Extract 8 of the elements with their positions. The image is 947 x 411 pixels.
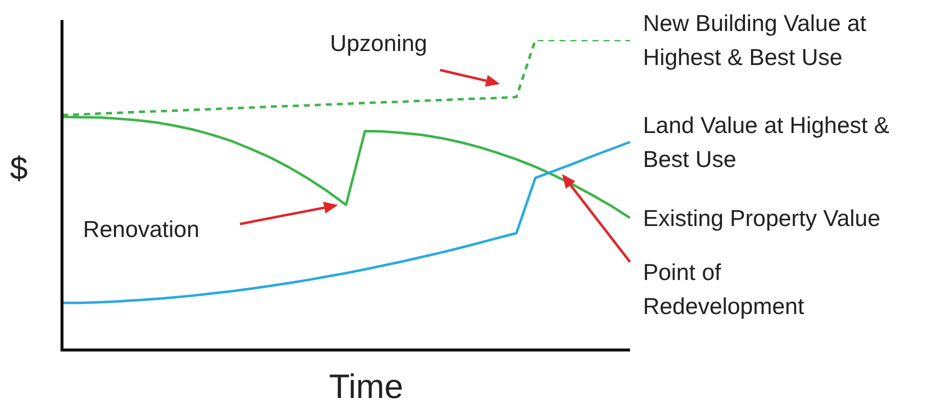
annotation: Renovation <box>83 215 200 244</box>
series-label: Land Value at Highest & Best Use <box>643 110 890 174</box>
x-axis-title: Time <box>329 367 404 407</box>
series-label: New Building Value at Highest & Best Use <box>643 9 868 72</box>
annotation: Upzoning <box>330 29 428 58</box>
text: Point of Redevelopment <box>643 258 806 321</box>
series-label: Existing Property Value <box>643 204 882 233</box>
y-axis-title: $ <box>10 149 28 188</box>
